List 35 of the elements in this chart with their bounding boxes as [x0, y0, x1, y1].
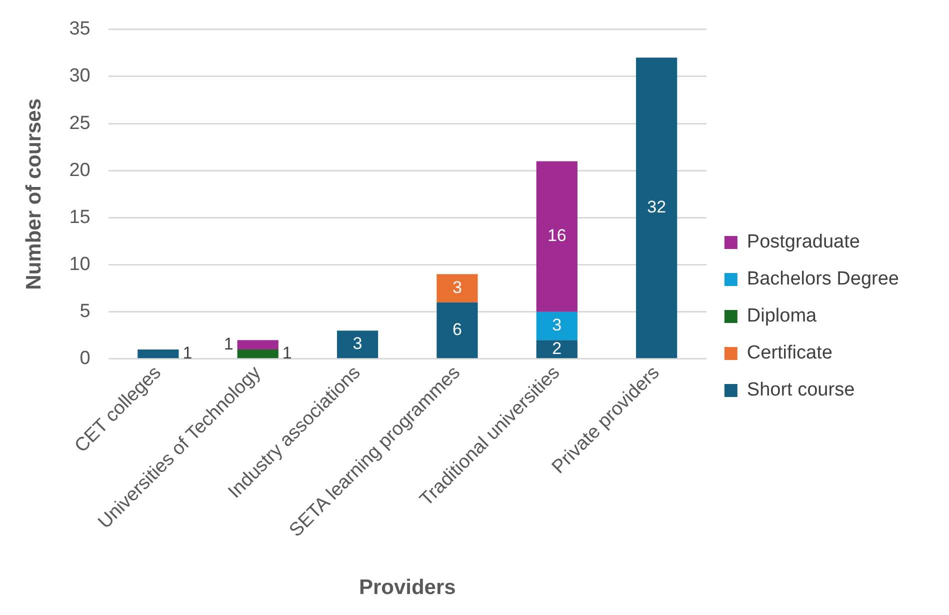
y-tick-label: 25	[69, 112, 90, 134]
y-tick-label: 35	[69, 18, 90, 40]
data-label: 3	[352, 334, 362, 354]
y-tick-label: 10	[69, 254, 90, 275]
data-label: 3	[452, 278, 462, 297]
bar	[436, 302, 478, 358]
y-tick-label: 5	[80, 301, 90, 322]
bar	[138, 349, 179, 358]
y-tick-label: 15	[69, 206, 90, 228]
bar	[436, 274, 478, 302]
legend-label: Diploma	[746, 306, 818, 327]
legend-label: Short course	[746, 380, 855, 401]
bar	[237, 340, 278, 350]
bar	[536, 161, 578, 312]
data-label: 1	[282, 344, 292, 363]
data-label: 6	[452, 320, 462, 339]
y-tick-label: 20	[69, 160, 90, 181]
data-label: 32	[647, 198, 666, 217]
y-tick-label: 30	[69, 66, 90, 87]
legend-label: Postgraduate	[746, 232, 860, 253]
bar	[636, 58, 678, 358]
legend-label: Bachelors Degree	[746, 268, 900, 290]
bar	[336, 330, 378, 358]
x-axis-title: Providers	[358, 576, 456, 600]
legend-label: Certificate	[746, 342, 832, 364]
bar	[536, 312, 578, 340]
bar	[536, 340, 578, 358]
data-label: 16	[547, 226, 566, 246]
data-label: 1	[224, 334, 234, 354]
data-label: 3	[552, 316, 562, 335]
y-axis-title: Number of courses	[22, 98, 46, 290]
y-tick-label: 0	[80, 348, 90, 370]
bar	[237, 349, 278, 358]
data-label: 2	[552, 338, 562, 358]
data-label: 1	[182, 344, 192, 363]
